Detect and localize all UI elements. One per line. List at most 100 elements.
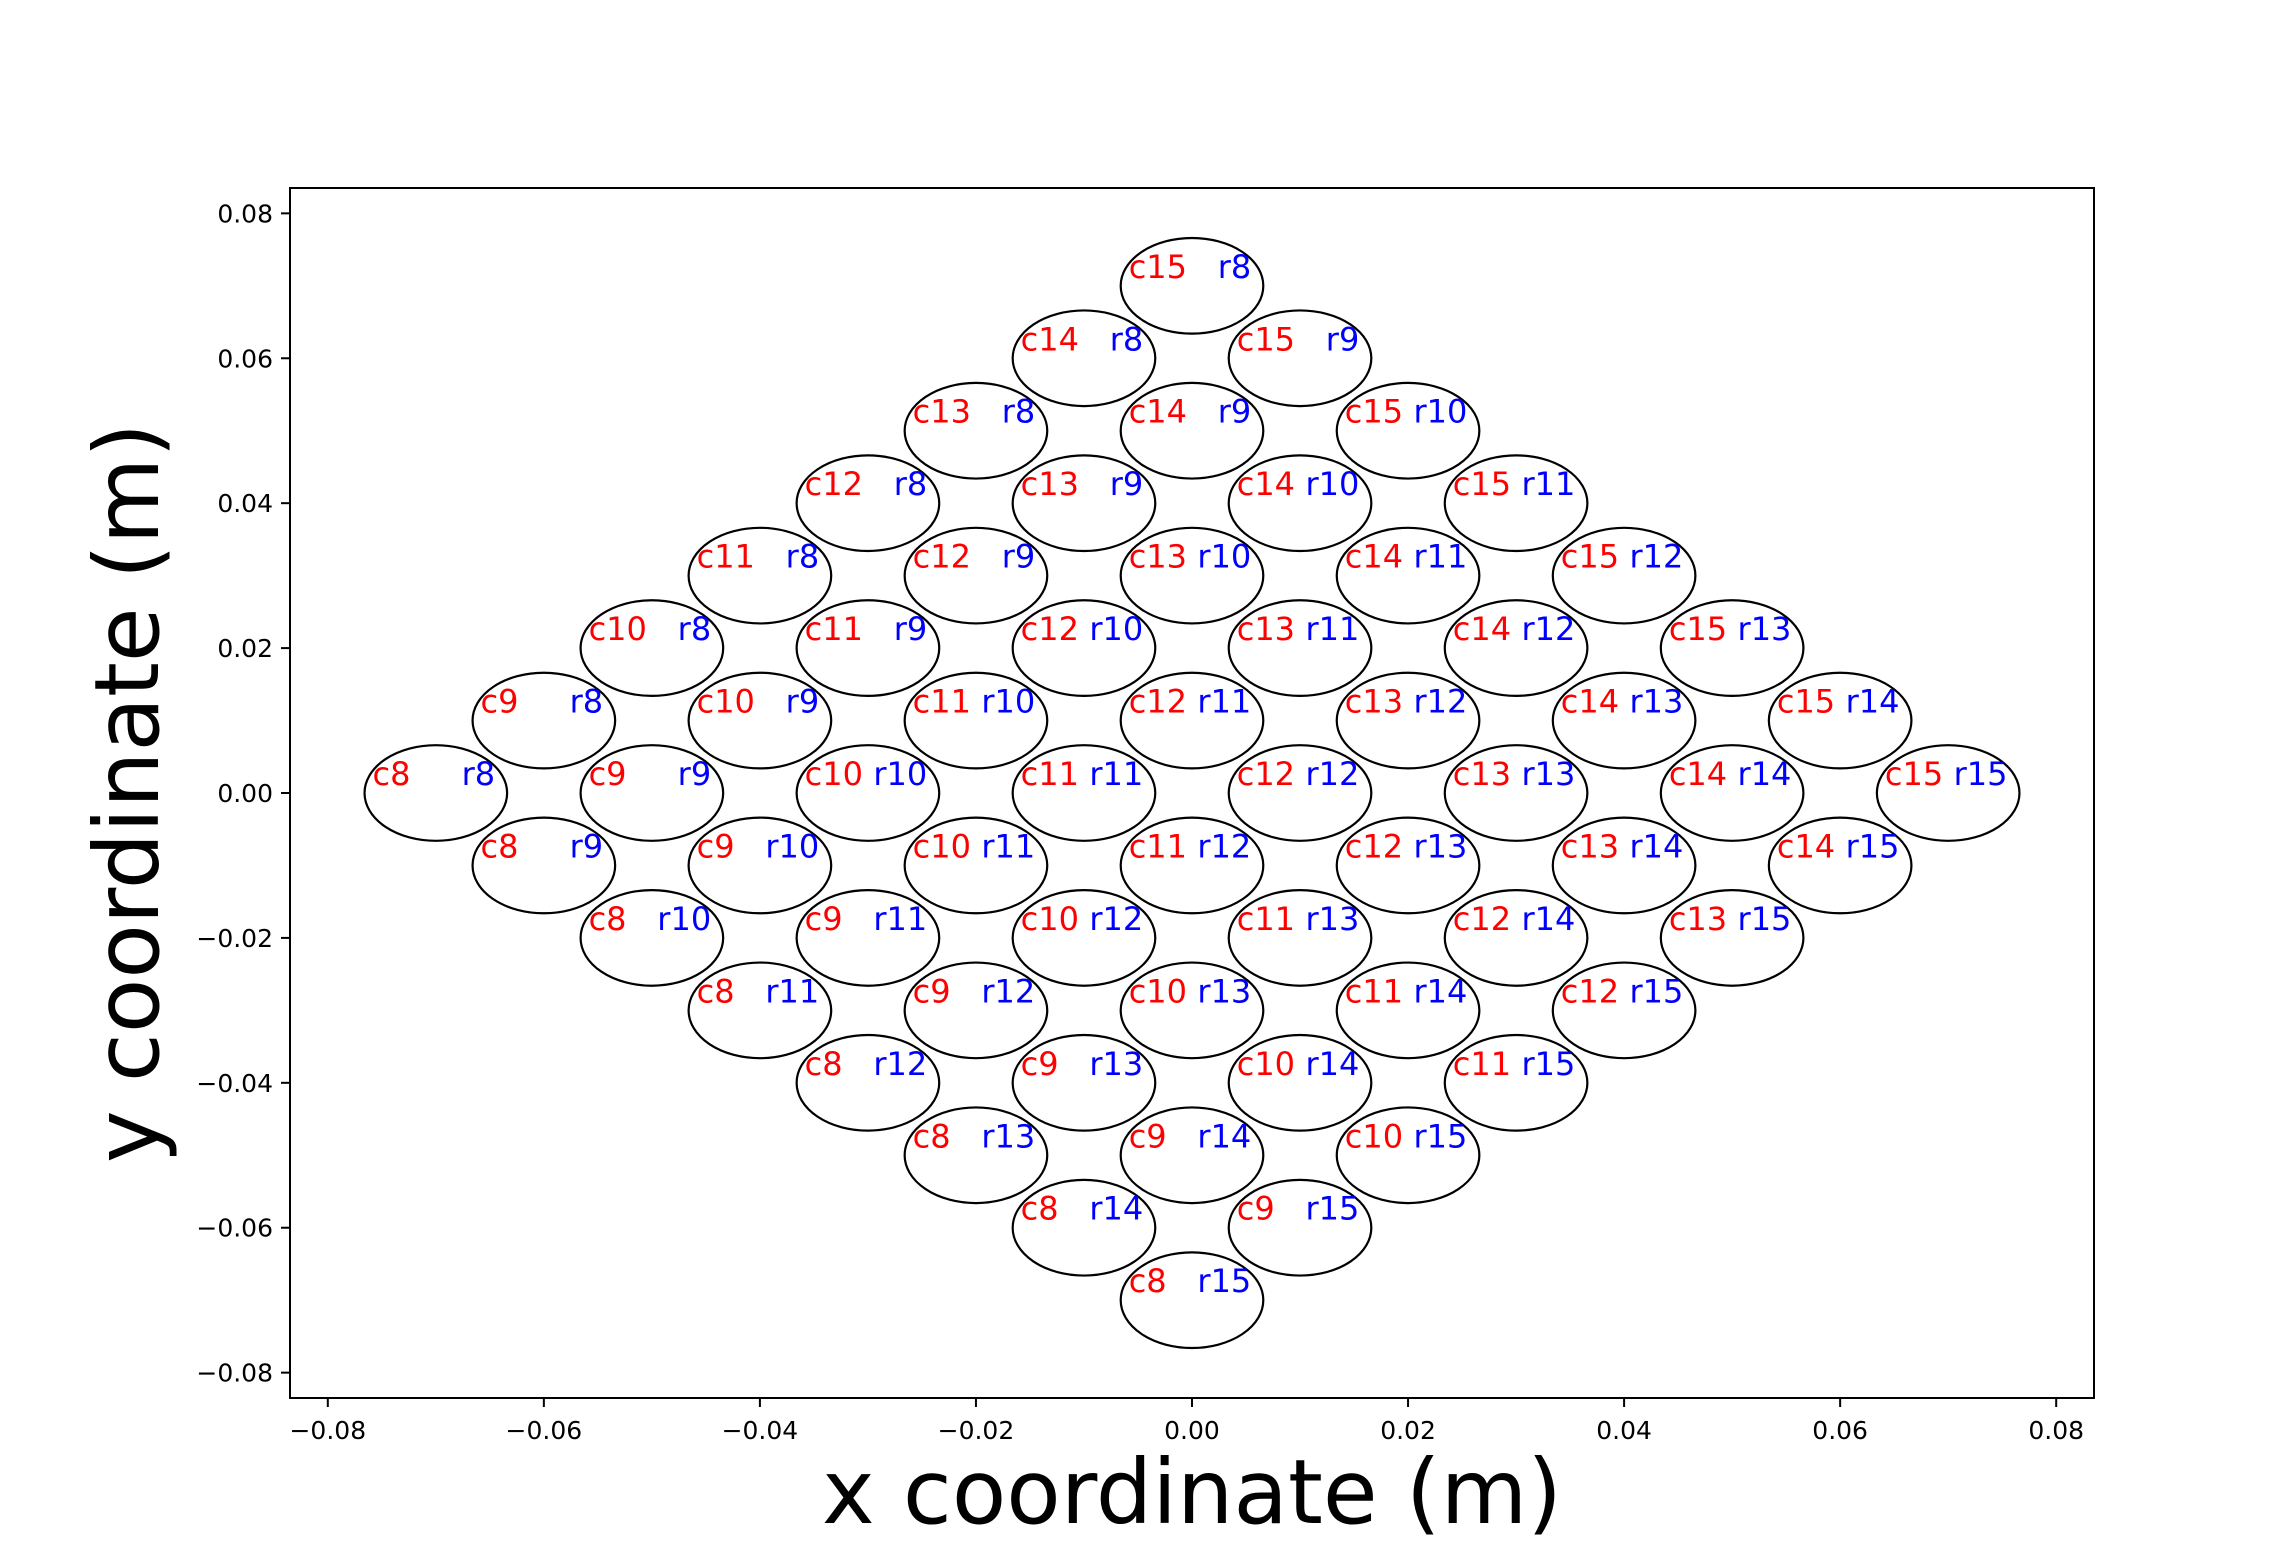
cell-c9-r8: c9 r8 — [471, 671, 617, 770]
cell-row-label: r11 — [765, 972, 819, 1010]
cell-circle — [1767, 816, 1913, 915]
cell-c13-r10: c13 r10 — [1119, 526, 1265, 625]
cell-col-label: c10 — [1345, 1117, 1403, 1155]
y-tick-label: −0.06 — [196, 1214, 273, 1243]
cell-circle — [903, 1106, 1049, 1205]
x-axis-title: x coordinate (m) — [822, 1440, 1562, 1544]
cell-col-label: c8 — [589, 900, 627, 938]
cell-c15-r14: c15 r14 — [1767, 671, 1913, 770]
cell-c14-r8: c14 r8 — [1011, 309, 1157, 408]
cell-row-label: r15 — [1630, 972, 1684, 1010]
cell-circle — [903, 671, 1049, 770]
cell-circle — [1335, 671, 1481, 770]
y-axis: 0.08 0.06 0.04 0.02 0.00 −0.02 −0.04 −0.06 −0.08 — [196, 199, 290, 1388]
cell-circle — [1119, 381, 1265, 480]
x-tick-label: 0.00 — [1164, 1416, 1220, 1445]
cell-col-label: c10 — [1021, 900, 1079, 938]
cell-row-label: r9 — [786, 683, 820, 721]
cell-row-label: r14 — [1521, 900, 1575, 938]
cell-circle — [1659, 599, 1805, 698]
y-tick-label: 0.04 — [217, 489, 273, 518]
cell-c8-r9: c8 r9 — [471, 816, 617, 915]
cell-circle — [1119, 526, 1265, 625]
cell-col-label: c15 — [1345, 393, 1403, 431]
cell-row-label: r14 — [1630, 827, 1684, 865]
cell-circle — [1011, 309, 1157, 408]
cell-row-label: r13 — [1413, 827, 1467, 865]
cell-circle — [903, 816, 1049, 915]
x-tick-label: −0.06 — [506, 1416, 583, 1445]
cell-circle — [1227, 1178, 1373, 1277]
cell-col-label: c14 — [1021, 320, 1079, 358]
cell-row-label: r9 — [678, 755, 712, 793]
cell-col-label: c9 — [697, 827, 735, 865]
x-axis: −0.08 −0.06 −0.04 −0.02 0.00 0.02 0.04 0.06 0.08 — [289, 1398, 2084, 1445]
cell-c13-r9: c13 r9 — [1011, 454, 1157, 553]
cell-row-label: r11 — [1413, 538, 1467, 576]
cell-circle — [1011, 744, 1157, 842]
cell-col-label: c15 — [1669, 610, 1727, 648]
cell-circle — [795, 599, 941, 698]
cell-circle — [1335, 526, 1481, 625]
cell-col-label: c15 — [1561, 538, 1619, 576]
cell-circle — [687, 961, 833, 1060]
cell-row-label: r9 — [1002, 538, 1036, 576]
x-tick-label: −0.08 — [289, 1416, 366, 1445]
cell-c12-r13: c12 r13 — [1335, 816, 1481, 915]
cell-circle — [1335, 816, 1481, 915]
cell-circle — [471, 671, 617, 770]
cell-col-label: c10 — [589, 610, 647, 648]
cell-c8-r14: c8 r14 — [1011, 1178, 1157, 1277]
cell-c11-r10: c11 r10 — [903, 671, 1049, 770]
cell-c14-r15: c14 r15 — [1767, 816, 1913, 915]
cell-col-label: c14 — [1669, 755, 1727, 793]
cell-col-label: c8 — [913, 1117, 951, 1155]
cell-row-label: r11 — [1305, 610, 1359, 648]
cell-row-label: r10 — [1089, 610, 1143, 648]
cell-row-label: r13 — [1738, 610, 1792, 648]
y-tick-label: 0.00 — [217, 779, 273, 808]
cell-c15-r15: c15 r15 — [1875, 744, 2021, 842]
cell-col-label: c9 — [589, 755, 627, 793]
x-tick-label: 0.02 — [1380, 1416, 1436, 1445]
cell-col-label: c12 — [1129, 683, 1187, 721]
cell-circle — [1551, 961, 1697, 1060]
cell-c9-r14: c9 r14 — [1119, 1106, 1265, 1205]
cell-row-label: r14 — [1305, 1045, 1359, 1083]
cell-row-label: r12 — [873, 1045, 927, 1083]
cell-circle — [1227, 744, 1373, 842]
cell-col-label: c13 — [913, 393, 971, 431]
cell-c9-r12: c9 r12 — [903, 961, 1049, 1060]
cell-circle — [1875, 744, 2021, 842]
cell-c12-r12: c12 r12 — [1227, 744, 1373, 842]
cell-col-label: c9 — [805, 900, 843, 938]
cell-row-label: r13 — [1521, 755, 1575, 793]
cell-col-label: c11 — [1021, 755, 1079, 793]
cell-row-label: r8 — [570, 683, 604, 721]
cell-row-label: r13 — [1197, 972, 1251, 1010]
cell-row-label: r11 — [981, 827, 1035, 865]
cell-col-label: c14 — [1777, 827, 1835, 865]
cell-row-label: r13 — [981, 1117, 1035, 1155]
cell-c12-r15: c12 r15 — [1551, 961, 1697, 1060]
cell-row-label: r10 — [981, 683, 1035, 721]
cell-col-label: c15 — [1777, 683, 1835, 721]
cell-c12-r14: c12 r14 — [1443, 888, 1589, 987]
cell-row-label: r8 — [786, 538, 820, 576]
cell-row-label: r11 — [873, 900, 927, 938]
cell-row-label: r8 — [678, 610, 712, 648]
cell-row-label: r9 — [1110, 465, 1144, 503]
cell-row-label: r14 — [1089, 1190, 1143, 1228]
cell-circle — [1443, 744, 1589, 842]
cell-col-label: c10 — [697, 683, 755, 721]
cell-col-label: c14 — [1453, 610, 1511, 648]
cell-c14-r13: c14 r13 — [1551, 671, 1697, 770]
x-tick-label: 0.04 — [1596, 1416, 1652, 1445]
cell-col-label: c12 — [1021, 610, 1079, 648]
cell-row-label: r11 — [1197, 683, 1251, 721]
cell-c10-r9: c10 r9 — [687, 671, 833, 770]
cell-row-label: r15 — [1413, 1117, 1467, 1155]
cell-col-label: c12 — [1237, 755, 1295, 793]
cell-col-label: c13 — [1669, 900, 1727, 938]
